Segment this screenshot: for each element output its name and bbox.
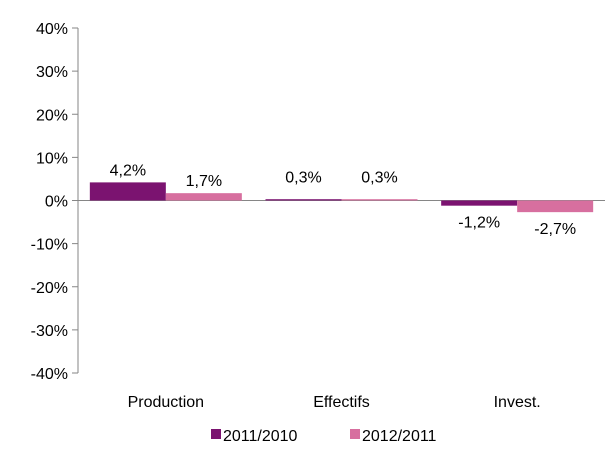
category-label: Invest. [494,394,541,411]
category-label: Effectifs [313,394,370,411]
y-tick-label: 30% [36,64,68,81]
legend-label: 2011/2010 [223,428,298,445]
y-tick-label: 0% [45,194,68,211]
category-labels: Production Effectifs Invest. [128,394,541,411]
y-tick-label: -10% [31,237,68,254]
data-labels-group: 4,2% 1,7% 0,3% 0,3% -1,2% -2,7% [110,162,576,238]
legend: 2011/2010 2012/2011 [211,428,437,445]
data-label: -1,2% [458,215,500,232]
y-tick-label: 10% [36,150,68,167]
y-tick-label: 20% [36,107,68,124]
legend-swatch [350,429,360,439]
bar-2012/2011 [341,199,418,201]
legend-label: 2012/2011 [362,428,437,445]
y-tick-label: -40% [31,366,68,383]
category-label: Production [128,394,205,411]
bars-group [89,182,594,213]
data-label: 4,2% [110,162,146,179]
bar-2012/2011 [165,193,242,201]
data-label: 1,7% [186,173,222,190]
data-label: 0,3% [285,170,321,187]
bar-2012/2011 [517,200,594,213]
y-axis-ticks: 40% 30% 20% 10% 0% -10% -20% -30% -40% [31,21,78,383]
bar-2011/2010 [89,182,166,201]
y-tick-label: 40% [36,21,68,38]
bar-2011/2010 [265,199,342,201]
legend-swatch [211,429,221,439]
y-tick-label: -30% [31,323,68,340]
data-label: -2,7% [534,221,576,238]
data-label: 0,3% [361,170,397,187]
y-tick-label: -20% [31,280,68,297]
bar-2011/2010 [441,200,518,206]
